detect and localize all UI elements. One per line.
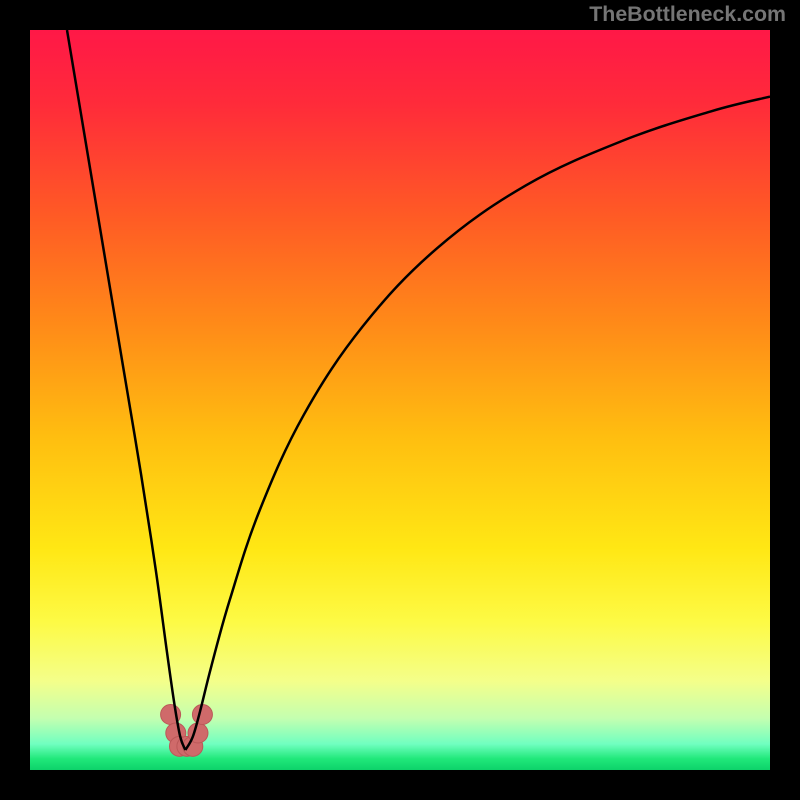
curve-right-branch — [185, 97, 770, 750]
curve-overlay — [30, 30, 770, 770]
watermark-label: TheBottleneck.com — [589, 2, 786, 27]
chart-container: TheBottleneck.com — [0, 0, 800, 800]
data-marker — [192, 705, 212, 725]
plot-area — [30, 30, 770, 770]
curve-left-branch — [67, 30, 185, 750]
